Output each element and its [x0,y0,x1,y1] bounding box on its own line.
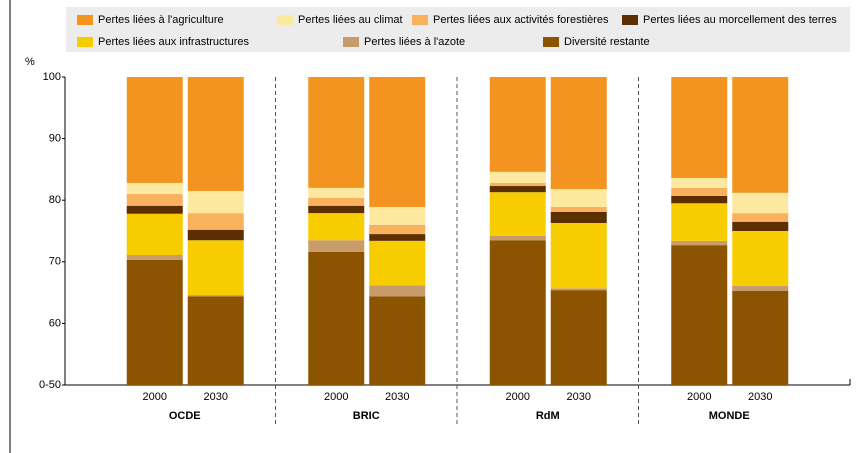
bar-segment [187,213,244,230]
bar-segment [550,206,607,212]
y-tick-label: 0-50 [39,379,61,391]
bar-segment [126,182,183,195]
bar-segment [732,77,789,193]
x-tick-label: 2000 [324,391,348,403]
legend-swatch [277,15,293,25]
legend-swatch [77,37,93,47]
bar-segment [671,245,728,385]
legend-label: Pertes liées au morcellement des terres [643,14,837,26]
group-label: MONDE [709,410,750,422]
bar-segment [550,189,607,207]
bar-segment [550,211,607,223]
bar-segment [550,77,607,190]
bar-segment [489,235,546,241]
x-tick-label: 2000 [143,391,167,403]
y-tick-label: 80 [49,194,61,206]
bar-segment [732,290,789,385]
bar-segment [187,229,244,241]
legend-box [66,7,850,52]
x-tick-label: 2030 [567,391,591,403]
bar-segment [308,197,365,206]
bar-segment [308,240,365,252]
bar-segment [126,77,183,183]
legend-label: Pertes liées aux activités forestières [433,14,609,26]
bar-segment [550,290,607,385]
bar-segment [187,296,244,385]
group-label: OCDE [169,410,201,422]
bar-segment [308,205,365,214]
bar-segment [369,240,426,286]
bar-segment [308,77,365,188]
x-tick-label: 2030 [748,391,772,403]
bar-segment [489,240,546,385]
bar-segment [671,77,728,179]
bar-segment [369,296,426,385]
legend-label: Pertes liées au climat [298,14,403,26]
bar-segment [187,190,244,214]
x-tick-label: 2030 [385,391,409,403]
bar-segment [489,171,546,183]
legend-label: Pertes liées à l'azote [364,36,465,48]
bar-segment [369,77,426,207]
legend-swatch [622,15,638,25]
bar-segment [671,203,728,241]
legend-swatch [343,37,359,47]
bar-segment [369,285,426,297]
legend-swatch [412,15,428,25]
bar-segment [187,77,244,191]
y-tick-label: 100 [43,71,61,83]
bar-segment [369,206,426,225]
y-tick-label: 90 [49,133,61,145]
bar-segment [308,251,365,385]
bar-segment [126,213,183,256]
bar-segment [126,259,183,385]
bar-segment [126,255,183,260]
legend-label: Pertes liées aux infrastructures [98,36,250,48]
bar-segment [489,186,546,193]
bar-segment [550,288,607,291]
legend-label: Pertes liées à l'agriculture [98,14,224,26]
bar-segment [369,224,426,235]
x-tick-label: 2000 [687,391,711,403]
bar-segment [369,234,426,241]
legend-swatch [77,15,93,25]
y-unit: % [25,56,35,68]
group-label: BRIC [353,410,380,422]
x-tick-label: 2030 [204,391,228,403]
bar-segment [671,178,728,188]
bar-segment [308,187,365,198]
bar-segment [489,192,546,236]
bar-segment [732,285,789,291]
bar-segment [732,231,789,286]
bar-segment [732,221,789,231]
bar-segment [732,192,789,214]
x-tick-label: 2000 [506,391,530,403]
bar-segment [732,213,789,222]
bar-segment [671,195,728,204]
bar-segment [126,205,183,214]
y-tick-label: 70 [49,256,61,268]
bar-segment [126,194,183,206]
bar-segment [489,182,546,187]
legend-label: Diversité restante [564,36,650,48]
bar-segment [489,77,546,172]
bar-segment [187,240,244,296]
bar-segment [671,187,728,196]
y-tick-label: 60 [49,317,61,329]
bar-segment [187,295,244,297]
bar-segment [308,213,365,241]
bar-segment [550,222,607,289]
legend-swatch [543,37,559,47]
bar-segment [671,240,728,246]
group-label: RdM [536,410,560,422]
